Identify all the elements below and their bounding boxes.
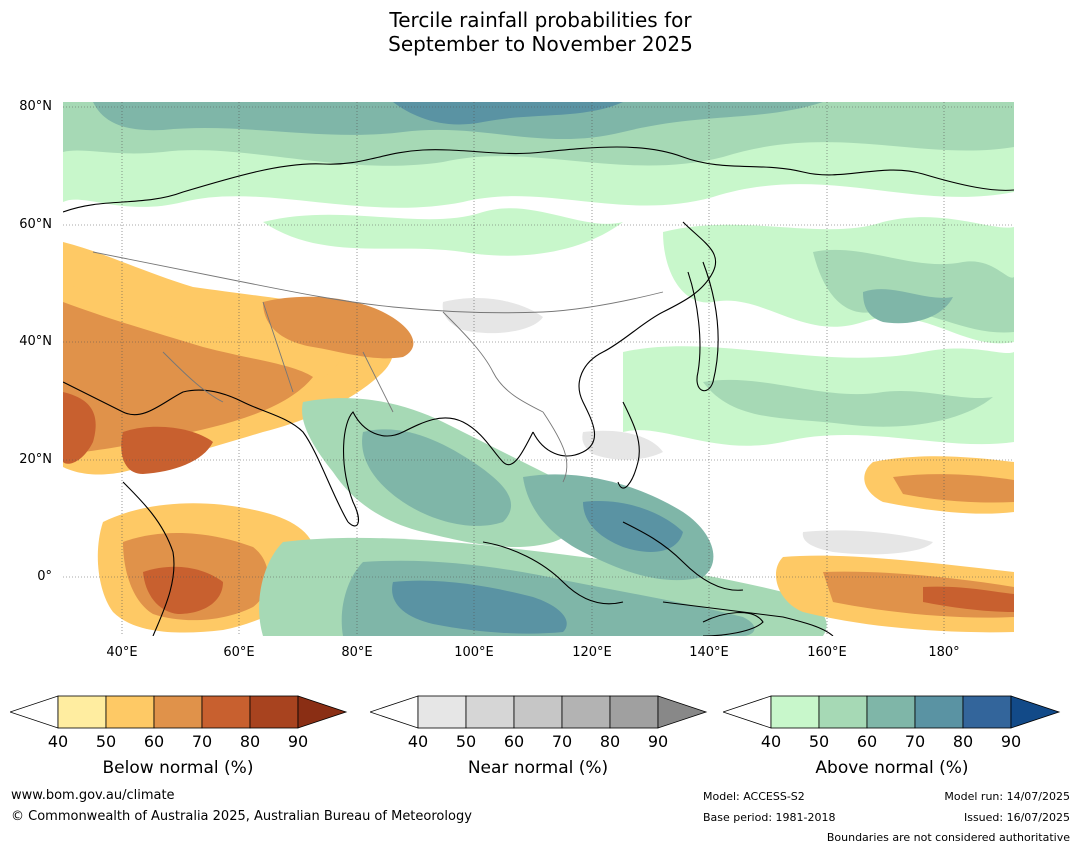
colorbar-swatch <box>962 695 1012 729</box>
lon-label-60e: 60°E <box>223 645 255 660</box>
lon-label-120e: 120°E <box>572 645 612 660</box>
colorbar-swatch <box>10 695 59 729</box>
colorbar-swatch <box>561 695 611 729</box>
tick-label: 80 <box>599 732 621 751</box>
colorbar-swatch <box>57 695 107 729</box>
tick-label: 80 <box>952 732 974 751</box>
colorbar-swatch <box>657 695 708 729</box>
lat-label-20n: 20°N <box>19 452 52 467</box>
tick-label: 70 <box>904 732 926 751</box>
tick-label: 80 <box>239 732 261 751</box>
colorbar-above-label: Above normal (%) <box>815 758 969 778</box>
lat-label-60n: 60°N <box>19 217 52 232</box>
colorbar-swatch <box>866 695 916 729</box>
colorbar-swatch <box>417 695 467 729</box>
colorbar-below-normal <box>10 695 348 729</box>
tick-label: 50 <box>95 732 117 751</box>
lon-label-40e: 40°E <box>106 645 138 660</box>
copyright-text: © Commonwealth of Australia 2025, Austra… <box>11 809 472 824</box>
title-line-2: September to November 2025 <box>388 32 693 56</box>
lon-label-100e: 100°E <box>454 645 494 660</box>
colorbar-swatch <box>770 695 820 729</box>
tick-label: 70 <box>551 732 573 751</box>
colorbar-swatch <box>609 695 659 729</box>
tick-label: 60 <box>503 732 525 751</box>
website-link[interactable]: www.bom.gov.au/climate <box>11 788 175 803</box>
tick-label: 50 <box>808 732 830 751</box>
colorbar-swatch <box>818 695 868 729</box>
tick-label: 40 <box>760 732 782 751</box>
colorbar-above-normal <box>723 695 1061 729</box>
lon-label-80e: 80°E <box>341 645 373 660</box>
model-run-date: Model run: 14/07/2025 <box>944 790 1070 803</box>
colorbar-swatch <box>465 695 515 729</box>
colorbar-below-label: Below normal (%) <box>102 758 254 778</box>
lon-label-160e: 160°E <box>807 645 847 660</box>
lat-label-80n: 80°N <box>19 99 52 114</box>
colorbar-near-normal <box>370 695 708 729</box>
tick-label: 90 <box>647 732 669 751</box>
colorbar-swatch <box>105 695 155 729</box>
tick-label: 70 <box>191 732 213 751</box>
lat-label-40n: 40°N <box>19 334 52 349</box>
model-name: Model: ACCESS-S2 <box>703 790 805 803</box>
colorbar-swatch <box>1010 695 1061 729</box>
tick-label: 60 <box>856 732 878 751</box>
colorbar-swatch <box>297 695 348 729</box>
title-line-1: Tercile rainfall probabilities for <box>389 8 692 32</box>
tick-label: 60 <box>143 732 165 751</box>
lon-label-140e: 140°E <box>689 645 729 660</box>
tick-label: 40 <box>407 732 429 751</box>
rainfall-probability-map[interactable] <box>63 102 1014 636</box>
coastlines <box>63 146 1014 636</box>
tick-label: 40 <box>47 732 69 751</box>
chart-title: Tercile rainfall probabilities for Septe… <box>0 8 1081 56</box>
colorbar-swatch <box>914 695 964 729</box>
colorbar-swatch <box>153 695 203 729</box>
colorbar-swatch <box>201 695 251 729</box>
boundaries-disclaimer: Boundaries are not considered authoritat… <box>826 831 1070 844</box>
tick-label: 50 <box>455 732 477 751</box>
colorbar-swatch <box>249 695 299 729</box>
lat-label-0: 0° <box>37 569 52 584</box>
tick-label: 90 <box>1000 732 1022 751</box>
lon-label-180: 180° <box>928 645 960 660</box>
colorbar-near-label: Near normal (%) <box>467 758 609 778</box>
map-svg <box>63 102 1014 636</box>
tick-label: 90 <box>287 732 309 751</box>
colorbar-swatch <box>723 695 772 729</box>
base-period: Base period: 1981-2018 <box>703 811 836 824</box>
colorbar-swatch <box>513 695 563 729</box>
issued-date: Issued: 16/07/2025 <box>963 811 1070 824</box>
colorbar-swatch <box>370 695 419 729</box>
